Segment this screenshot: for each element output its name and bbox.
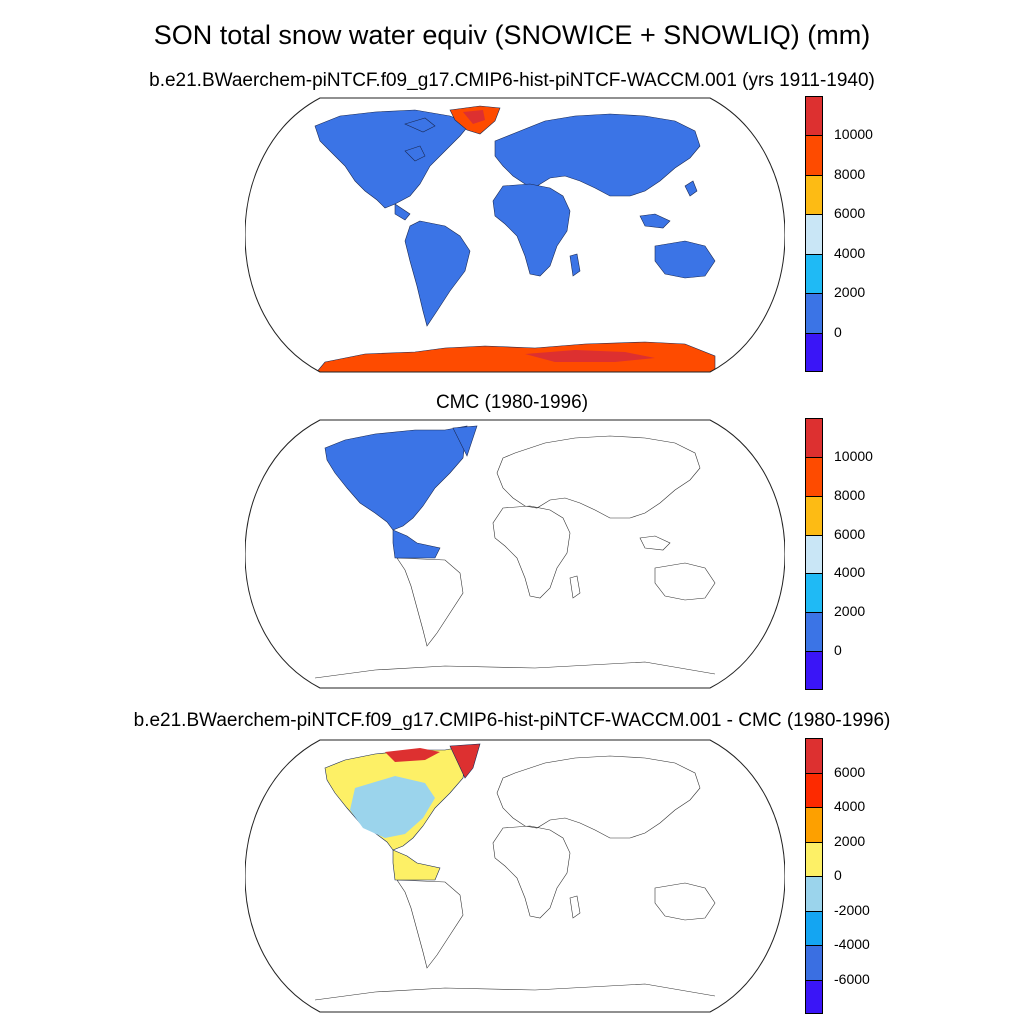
panel-1-antarctica xyxy=(314,341,716,372)
colorbar-label: 0 xyxy=(834,323,842,340)
colorbar-segment xyxy=(805,573,823,613)
colorbar-segment xyxy=(805,534,823,574)
panel-1-greenland xyxy=(449,105,501,135)
colorbar-segment xyxy=(805,841,823,876)
colorbar-label: 10000 xyxy=(834,126,873,143)
panel-1-map-border xyxy=(245,97,785,373)
colorbar-label: 0 xyxy=(834,642,842,659)
colorbar-segment xyxy=(805,495,823,535)
colorbar-label: 2000 xyxy=(834,284,866,301)
colorbar-label: 6000 xyxy=(834,525,866,542)
panel-2-land-outline xyxy=(314,435,716,679)
colorbar-label: 4000 xyxy=(834,798,866,814)
colorbar-label: 4000 xyxy=(834,564,866,581)
colorbar-segment xyxy=(805,456,823,496)
colorbar-label: 6000 xyxy=(834,205,866,222)
colorbar-segment xyxy=(805,253,823,294)
colorbar-segment xyxy=(805,214,823,254)
colorbar-label: -2000 xyxy=(834,901,870,918)
colorbar-segment xyxy=(805,910,823,945)
colorbar-label: -6000 xyxy=(834,970,870,987)
colorbar-segment xyxy=(805,96,823,136)
colorbar-segment xyxy=(805,876,823,911)
panel-1-colorbar xyxy=(805,96,823,372)
colorbar-segment xyxy=(805,738,823,773)
panel-3-map-border xyxy=(245,739,785,1013)
panel-3-map xyxy=(245,739,785,1013)
colorbar-segment xyxy=(805,174,823,215)
colorbar-segment xyxy=(805,418,823,457)
panel-2-title: CMC (1980-1996) xyxy=(435,392,589,413)
panel-3-title: b.e21.BWaerchem-piNTCF.f09_g17.CMIP6-his… xyxy=(133,710,891,731)
figure-title: SON total snow water equiv (SNOWICE + SN… xyxy=(153,20,871,50)
colorbar-segment xyxy=(805,772,823,807)
colorbar-label: 0 xyxy=(834,867,842,883)
colorbar-label: 4000 xyxy=(834,244,866,261)
panel-3-north-america xyxy=(324,743,481,881)
panel-3-land-outline xyxy=(314,755,716,1001)
panel-2-map-border xyxy=(245,419,785,689)
colorbar-segment xyxy=(805,293,823,333)
colorbar-segment xyxy=(805,612,823,652)
colorbar-segment xyxy=(805,979,823,1014)
colorbar-label: 10000 xyxy=(834,447,873,464)
colorbar-segment xyxy=(805,807,823,842)
colorbar-label: 2000 xyxy=(834,603,866,620)
colorbar-segment xyxy=(805,945,823,980)
panel-3-colorbar xyxy=(805,738,823,1014)
colorbar-segment xyxy=(805,651,823,690)
panel-2-map xyxy=(245,419,785,689)
colorbar-segment xyxy=(805,332,823,372)
colorbar-label: -4000 xyxy=(834,936,870,952)
panel-2-colorbar xyxy=(805,418,823,690)
colorbar-label: 2000 xyxy=(834,832,866,849)
colorbar-segment xyxy=(805,135,823,175)
panel-1-map xyxy=(245,97,785,373)
colorbar-label: 8000 xyxy=(834,486,866,503)
panel-1-title: b.e21.BWaerchem-piNTCF.f09_g17.CMIP6-his… xyxy=(149,70,875,91)
colorbar-label: 6000 xyxy=(834,763,866,780)
panel-2-north-america xyxy=(324,425,478,559)
panel-1-land xyxy=(314,109,716,327)
colorbar-label: 8000 xyxy=(834,165,866,182)
